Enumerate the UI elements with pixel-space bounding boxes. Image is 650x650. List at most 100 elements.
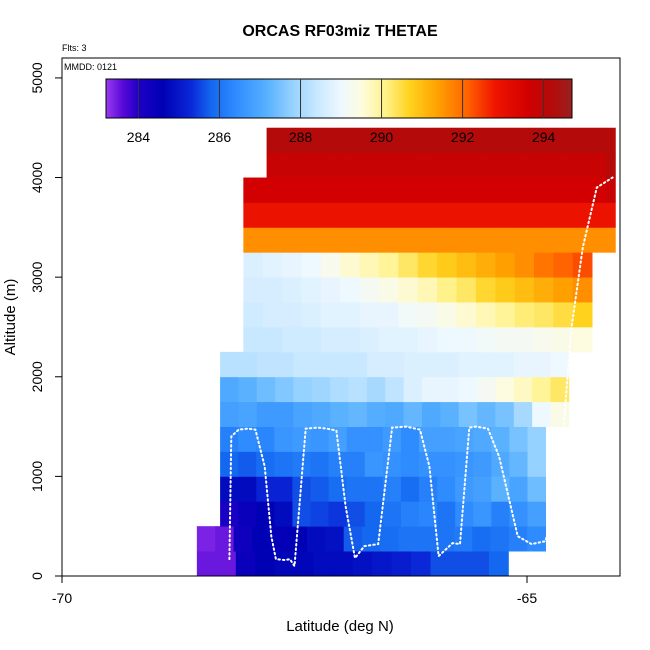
heatmap-cell	[423, 152, 433, 178]
heatmap-cell	[320, 252, 341, 278]
heatmap-cell	[429, 227, 440, 253]
heatmap-cell	[440, 127, 451, 154]
heatmap-cell	[513, 202, 523, 228]
heatmap-cell	[437, 426, 456, 452]
heatmap-cell	[238, 401, 258, 427]
y-tick-label: 2000	[29, 361, 45, 392]
heatmap-cell	[536, 152, 546, 178]
heatmap-cell	[378, 252, 399, 278]
heatmap-cell	[252, 227, 263, 253]
heatmap-cell	[301, 277, 322, 303]
heatmap-cell	[513, 351, 533, 378]
heatmap-cell	[572, 302, 593, 328]
heatmap-cell	[437, 302, 457, 328]
heatmap-cell	[275, 152, 285, 178]
heatmap-cell	[458, 376, 478, 403]
heatmap-cell	[256, 351, 276, 378]
heatmap-cell	[372, 551, 392, 577]
heatmap-cell	[311, 401, 331, 427]
heatmap-cell	[527, 476, 546, 502]
heatmap-cell	[466, 177, 477, 203]
heatmap-cell	[378, 277, 399, 303]
heatmap-cell	[447, 202, 458, 228]
flight-track	[228, 176, 614, 569]
heatmap-cell	[469, 551, 490, 577]
heatmap-cell	[345, 152, 355, 178]
heatmap-cell	[400, 476, 420, 502]
heatmap-cell	[447, 177, 458, 203]
heatmap-cell	[453, 526, 473, 552]
heatmap-cell	[336, 227, 347, 253]
chart-title: ORCAS RF03miz THETAE	[242, 23, 438, 40]
heatmap-cell	[261, 202, 272, 228]
heatmap-cell	[420, 227, 430, 253]
heatmap-cell	[437, 476, 456, 502]
heatmap-cell	[578, 177, 588, 203]
heatmap-cell	[522, 227, 533, 253]
heatmap-cell	[437, 501, 456, 527]
colorbar-tick-label: 284	[127, 129, 151, 145]
heatmap-cell	[455, 426, 474, 452]
heatmap-cell	[293, 401, 313, 427]
x-tick-label: -65	[517, 590, 537, 606]
heatmap-cell	[406, 127, 416, 154]
y-axis-label: Altitude (m)	[2, 279, 19, 356]
heatmap-cell	[429, 177, 440, 203]
heatmap-cell	[289, 177, 300, 203]
heatmap-cell	[366, 376, 386, 403]
heatmap-cell	[475, 152, 485, 178]
heatmap-cell	[422, 351, 441, 378]
heatmap-cell	[533, 302, 554, 328]
heatmap-cell	[420, 177, 430, 203]
heatmap-cell	[243, 302, 264, 328]
heatmap-cell	[328, 451, 348, 477]
heatmap-cell	[238, 501, 257, 527]
heatmap-cell	[340, 302, 360, 328]
heatmap-cell	[327, 177, 337, 203]
heatmap-cell	[327, 202, 337, 228]
heatmap-cell	[313, 551, 334, 577]
heatmap-cell	[494, 177, 505, 203]
heatmap-cell	[477, 401, 496, 427]
heatmap-cell	[238, 451, 257, 477]
heatmap-cell	[243, 227, 254, 253]
heatmap-cell	[274, 451, 293, 477]
heatmap-cell	[354, 177, 365, 203]
heatmap-cell	[475, 202, 486, 228]
heatmap-cell	[568, 177, 579, 203]
heatmap-cell	[336, 202, 347, 228]
heatmap-cell	[238, 426, 257, 452]
heatmap-cell	[378, 302, 399, 328]
heatmap-cell	[422, 401, 441, 427]
heatmap-cell	[403, 401, 423, 427]
heatmap-cell	[455, 451, 474, 477]
y-axis-ticks: 0 1000 2000 3000 4000 5000	[29, 62, 62, 580]
heatmap-cell	[491, 426, 510, 452]
heatmap-cell	[275, 127, 285, 154]
heatmap-cell	[353, 152, 363, 178]
heatmap-cell	[238, 351, 258, 378]
heatmap-cell	[299, 227, 309, 253]
heatmap-cell	[310, 152, 320, 178]
heatmap-cell	[243, 277, 264, 303]
heatmap-cell	[545, 127, 555, 154]
heatmap-cell	[220, 376, 239, 403]
heatmap-cell	[292, 152, 302, 178]
heatmap-cell	[275, 401, 294, 427]
heatmap-cell	[606, 177, 616, 203]
heatmap-cell	[299, 202, 309, 228]
heatmap-cell	[310, 476, 329, 502]
heatmap-cell	[589, 127, 599, 154]
heatmap-cell	[282, 326, 302, 353]
heatmap-cell	[340, 277, 360, 303]
heatmap-cell	[437, 326, 457, 353]
heatmap-cell	[382, 476, 402, 502]
heatmap-cell	[373, 177, 384, 203]
heatmap-cell	[467, 127, 477, 154]
heatmap-cell	[299, 177, 309, 203]
heatmap-cell	[382, 451, 402, 477]
heatmap-cell	[262, 277, 283, 303]
heatmap-cell	[346, 476, 366, 502]
heatmap-cell	[308, 202, 319, 228]
heatmap-cell	[606, 152, 616, 178]
